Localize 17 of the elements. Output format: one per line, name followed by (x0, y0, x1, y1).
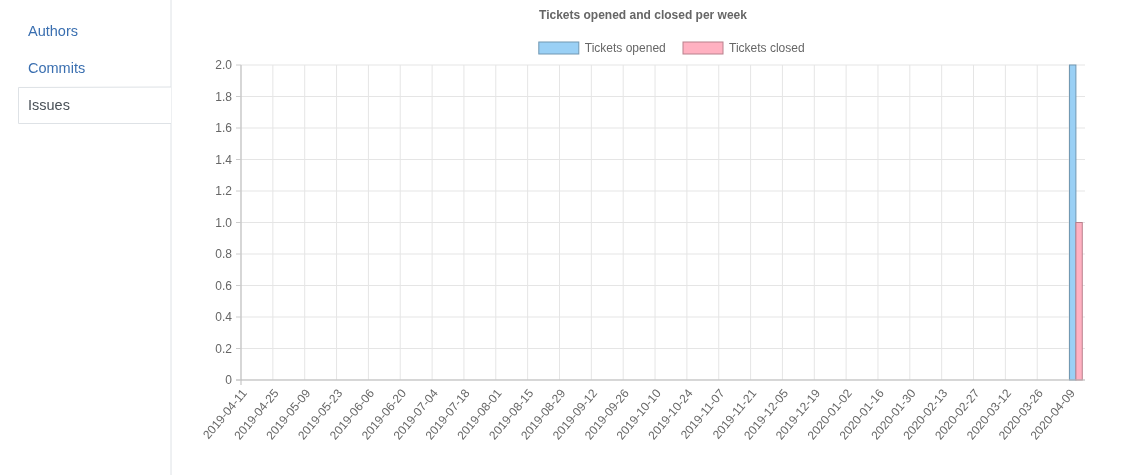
legend-label: Tickets opened (584, 41, 666, 56)
text: Commits (28, 60, 86, 76)
y-tick-label: 2.0 (215, 58, 233, 73)
y-tick-label: 1.0 (215, 215, 233, 230)
y-tick-label: 0.2 (215, 341, 233, 356)
y-tick-label: 1.2 (215, 184, 233, 199)
y-tick-label: 0.8 (215, 247, 233, 262)
chart-title: Tickets opened and closed per week (539, 8, 748, 22)
y-tick-label: 1.4 (215, 152, 233, 167)
legend-label: Tickets closed (729, 41, 805, 56)
y-tick-label: 0.4 (215, 310, 233, 325)
text: Authors (28, 23, 78, 39)
text: Issues (28, 97, 70, 113)
y-tick-label: 1.8 (215, 89, 233, 104)
y-tick-label: 0 (225, 373, 233, 388)
y-tick-label: 0.6 (215, 278, 233, 293)
y-tick-label: 1.6 (215, 121, 233, 136)
